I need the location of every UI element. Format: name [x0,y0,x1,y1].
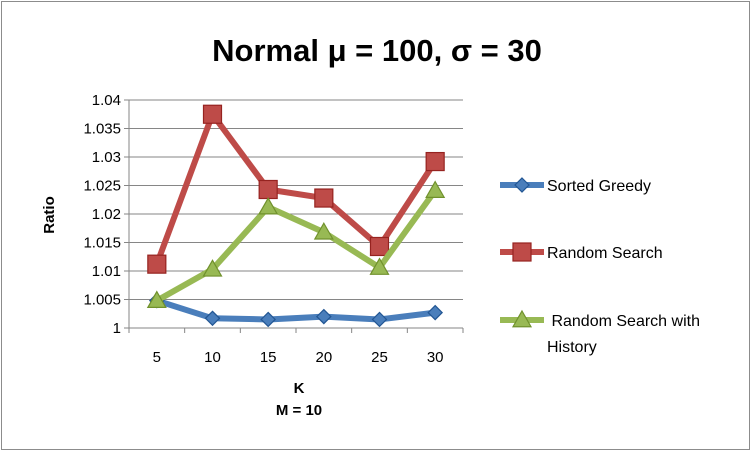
data-point [147,254,167,274]
legend-item-3: Random Search with History [500,309,700,356]
series-group [146,104,446,328]
data-point [371,311,388,328]
y-tick-label: 1.015 [83,235,121,252]
legend: Sorted Greedy Random Search Random Search… [500,177,700,356]
y-tick-label: 1 [113,320,121,337]
y-tick-label: 1.025 [83,178,121,195]
series-line [154,111,438,266]
legend-swatch-marker [514,177,530,193]
data-point [369,257,390,275]
data-point [258,196,279,215]
y-tick-label: 1.02 [92,206,121,223]
series-3 [146,180,446,308]
y-axis-label: Ratio [41,196,58,234]
x-tick-label: 15 [260,349,277,366]
data-point [258,179,278,200]
x-tick-label: 25 [371,349,388,366]
series-line [155,188,438,304]
data-point [260,311,277,328]
x-tick-labels: 5 10 15 20 25 30 [153,349,444,366]
x-tick-label: 5 [153,349,161,366]
y-tick-label: 1.03 [92,149,121,166]
legend-label: Random Search [547,245,663,262]
x-tick-label: 10 [204,349,221,366]
data-point [369,236,390,257]
data-point [204,310,221,327]
legend-label: Sorted Greedy [547,178,651,195]
data-point [314,188,334,208]
y-tick-label: 1.035 [83,121,121,138]
series-line [155,297,436,323]
data-point [202,259,223,277]
legend-item-2: Random Search [500,242,663,262]
x-tick-label: 30 [427,349,444,366]
legend-item-1: Sorted Greedy [500,177,651,195]
data-point [427,304,444,321]
data-point [315,308,332,325]
legend-label: History [547,339,597,356]
data-point [425,180,446,198]
y-tick-label: 1.01 [92,263,121,280]
data-point [425,151,445,172]
legend-label: Random Search with [547,313,700,330]
y-tick-label: 1.04 [92,92,121,109]
series-2 [147,104,445,274]
legend-swatch-marker [512,242,532,262]
y-tick-label: 1.005 [83,292,121,309]
y-tick-labels: 1 1.005 1.01 1.015 1.02 1.025 1.03 1.035 1.04 [83,92,121,337]
series-1 [148,292,444,328]
x-tick-label: 20 [315,349,332,366]
data-point [202,104,223,124]
data-point [313,222,334,240]
data-point [146,290,167,308]
x-axis-sublabel: M = 10 [276,402,322,419]
x-axis-label: K [294,380,305,397]
chart-title: Normal μ = 100, σ = 30 [212,33,542,68]
legend-swatch-marker [511,309,533,328]
